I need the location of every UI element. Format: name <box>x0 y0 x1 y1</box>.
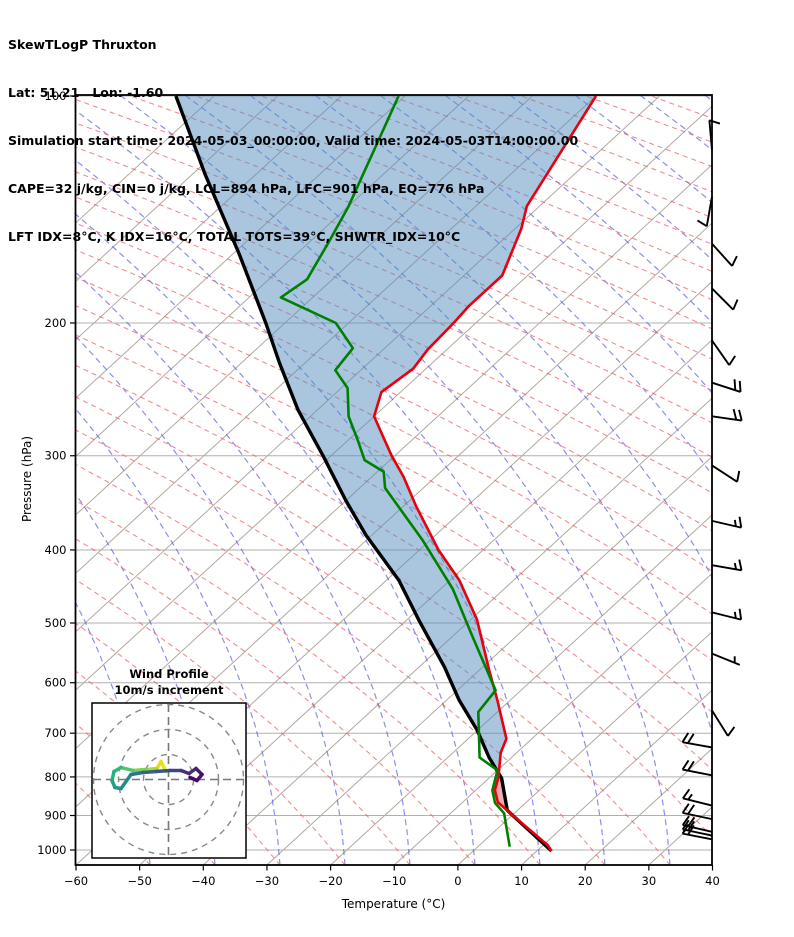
x-tick-label: 10 <box>514 874 529 888</box>
lat-lon-line: Lat: 51.21 Lon: -1.60 <box>8 85 164 100</box>
x-tick-label: 0 <box>454 874 461 888</box>
dewpoint-curve <box>279 95 511 847</box>
x-tick-label: −50 <box>128 874 152 888</box>
y-tick-label: 200 <box>45 316 67 330</box>
stability-line-2: LFT IDX=8°C, K IDX=16°C, TOTAL TOTS=39°C… <box>8 229 461 244</box>
x-axis-label: Temperature (°C) <box>341 897 446 911</box>
x-tick-label: −20 <box>318 874 342 888</box>
axis-ticks <box>70 95 714 871</box>
y-tick-label: 700 <box>45 726 67 740</box>
stability-line-1: CAPE=32 j/kg, CIN=0 j/kg, LCL=894 hPa, L… <box>8 181 485 196</box>
y-tick-label: 100 <box>45 89 67 103</box>
temperature-curve <box>372 95 598 852</box>
y-tick-label: 600 <box>45 676 67 690</box>
y-tick-label: 900 <box>45 808 67 822</box>
wind-barbs <box>681 119 743 841</box>
parcel-path-curve <box>174 95 553 853</box>
cin-shading <box>495 774 511 813</box>
x-tick-label: −30 <box>255 874 279 888</box>
y-tick-label: 300 <box>45 449 67 463</box>
time-line: Simulation start time: 2024-05-03_00:00:… <box>8 133 579 148</box>
hodograph-subtitle: 10m/s increment <box>114 683 224 697</box>
y-axis-label: Pressure (hPa) <box>20 435 34 523</box>
y-tick-label: 400 <box>45 543 67 557</box>
x-tick-label: 40 <box>705 874 720 888</box>
hodograph-inset <box>91 702 247 859</box>
x-tick-label: 30 <box>642 874 657 888</box>
hodograph-speed-ring <box>117 728 220 831</box>
header-block: SkewTLogP Thruxton Lat: 51.21 Lon: -1.60… <box>8 5 578 277</box>
hodograph-speed-ring <box>93 704 245 856</box>
y-tick-label: 1000 <box>37 843 66 857</box>
plot-title: SkewTLogP Thruxton <box>8 37 157 52</box>
hodograph-trace <box>110 759 204 791</box>
hodograph-title: Wind Profile <box>129 667 209 681</box>
x-tick-label: 20 <box>578 874 593 888</box>
x-tick-label: −10 <box>382 874 406 888</box>
y-tick-label: 800 <box>45 770 67 784</box>
cape-shading <box>175 96 596 773</box>
x-tick-label: −40 <box>191 874 215 888</box>
y-tick-label: 500 <box>45 616 67 630</box>
x-tick-label: −60 <box>64 874 88 888</box>
